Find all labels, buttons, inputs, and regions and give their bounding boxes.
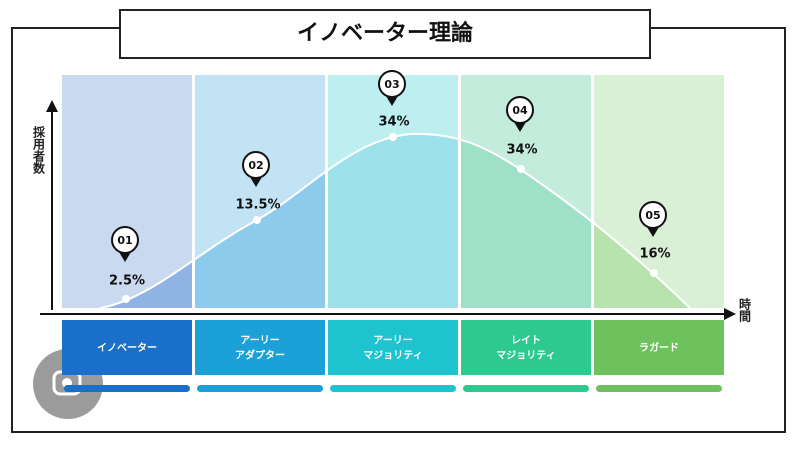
pin — [250, 177, 262, 187]
segment-name: ラガード — [639, 341, 679, 354]
segment-box — [195, 320, 325, 375]
segment-bar — [463, 385, 589, 392]
segment-box — [328, 320, 458, 375]
curve-point — [389, 133, 397, 141]
share-label: 16% — [639, 247, 670, 262]
share-label: 34% — [506, 143, 537, 158]
segment-box — [461, 320, 591, 375]
segment-bar — [64, 385, 190, 392]
share-label: 13.5% — [235, 198, 280, 213]
segment-name: レイト — [511, 335, 541, 347]
y-axis-label: 採用者数 — [32, 125, 46, 175]
pin — [514, 122, 526, 132]
y-axis-arrow — [46, 100, 58, 112]
pin-head — [506, 96, 534, 124]
title: イノベーター理論 — [297, 20, 474, 46]
segment-name: イノベーター — [97, 342, 157, 354]
x-axis-label: 時間 — [738, 297, 752, 323]
curve-point — [517, 165, 525, 173]
curve-point — [650, 269, 658, 277]
share-label: 34% — [378, 115, 409, 130]
pin — [647, 227, 659, 237]
column — [62, 75, 192, 308]
segment-name: アーリー — [373, 335, 412, 347]
segment-bar — [197, 385, 323, 392]
pin-number: 05 — [645, 209, 660, 222]
segment-box — [594, 320, 724, 375]
segment-name: マジョリティ — [496, 350, 555, 362]
segment-bar — [330, 385, 456, 392]
pin-head — [378, 70, 406, 98]
pin — [119, 252, 131, 262]
pin — [386, 96, 398, 106]
pin-number: 01 — [117, 234, 132, 247]
curve-point — [122, 295, 130, 303]
share-label: 2.5% — [109, 274, 145, 289]
segment-name: アダプター — [235, 349, 285, 362]
curve-point — [253, 216, 261, 224]
adoption-curve — [99, 132, 691, 309]
segment-bar — [596, 385, 722, 392]
title-box — [119, 9, 651, 59]
pin-head — [242, 151, 270, 179]
pin-number: 02 — [248, 159, 263, 172]
x-axis-arrow — [724, 308, 736, 320]
segment-box — [62, 320, 192, 375]
pin-number: 04 — [512, 104, 528, 117]
pin-head — [639, 201, 667, 229]
pin-number: 03 — [384, 78, 399, 91]
segment-name: アーリー — [240, 335, 279, 347]
segment-name: マジョリティ — [363, 350, 422, 362]
pin-head — [111, 226, 139, 254]
column-fill — [328, 133, 458, 308]
